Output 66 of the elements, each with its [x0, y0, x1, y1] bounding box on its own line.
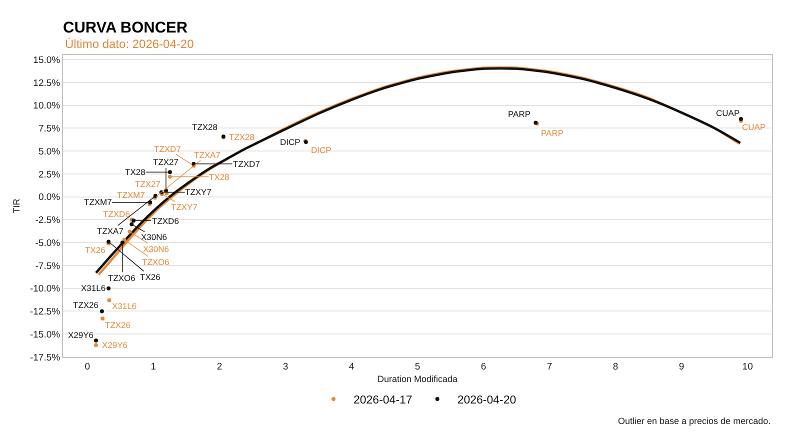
- x-tick-label: 3: [282, 361, 288, 372]
- x-tick-label: 2: [216, 361, 222, 372]
- y-tick-label: 5.0%: [38, 146, 61, 158]
- data-label: TZXY7: [185, 187, 212, 197]
- data-label: DICP: [311, 145, 332, 155]
- data-label: PARP: [541, 128, 564, 138]
- data-label: TZXD7: [233, 159, 260, 169]
- data-label: X30N6: [141, 232, 168, 242]
- legend-label: 2026-04-20: [457, 394, 516, 406]
- legend-label: 2026-04-17: [354, 394, 412, 406]
- data-label: TZXD7: [154, 144, 182, 154]
- data-label: TZXM7: [117, 190, 146, 200]
- data-label: TZX26: [105, 320, 131, 330]
- y-axis-title: TIR: [11, 198, 22, 214]
- y-tick-label: -15.0%: [30, 329, 61, 340]
- y-tick-label: -2.5%: [35, 215, 61, 226]
- data-label: X31L6: [112, 301, 137, 311]
- data-label: TX28: [125, 167, 146, 177]
- y-tick-label: 10.0%: [33, 100, 61, 112]
- x-tick-label: 10: [742, 361, 753, 372]
- data-label: TZXY7: [171, 202, 198, 212]
- data-label: TZXD6: [103, 209, 130, 219]
- x-tick-label: 7: [546, 361, 552, 372]
- data-label: CUAP: [716, 108, 740, 118]
- x-tick-label: 0: [84, 361, 90, 372]
- y-tick-label: 12.5%: [33, 78, 61, 89]
- y-tick-label: 0.0%: [38, 192, 61, 204]
- data-label: DICP: [280, 137, 301, 147]
- text: Outlier en base a precios de mercado.: [618, 416, 771, 426]
- data-label: X30N6: [143, 244, 170, 254]
- data-label: PARP: [508, 109, 531, 119]
- x-tick-label: 8: [612, 361, 618, 372]
- data-label: TX26: [85, 245, 106, 255]
- y-tick-label: -17.5%: [30, 352, 61, 364]
- data-label: TZX27: [135, 179, 161, 189]
- y-tick-label: 15.0%: [33, 54, 61, 66]
- x-tick-label: 4: [348, 361, 354, 372]
- data-label: TX28: [209, 172, 230, 182]
- data-label: TZX27: [153, 157, 179, 167]
- data-label: TZXM7: [84, 197, 112, 207]
- y-tick-label: -12.5%: [30, 306, 61, 318]
- data-label: TX26: [140, 272, 161, 282]
- data-label: X31L6: [81, 283, 106, 293]
- data-label: TZXA7: [97, 226, 124, 236]
- data-label: TZX26: [73, 300, 99, 310]
- x-tick-label: 6: [480, 361, 486, 372]
- y-tick-label: -7.5%: [35, 260, 61, 272]
- data-label: TZX28: [192, 122, 218, 132]
- y-tick-label: -10.0%: [30, 284, 61, 295]
- data-label: TZX28: [229, 132, 255, 142]
- data-label: X29Y6: [102, 340, 128, 350]
- x-tick-label: 9: [678, 361, 684, 372]
- x-tick-label: 5: [414, 361, 420, 372]
- chart-subtitle: Último dato: 2026-04-20: [65, 37, 194, 51]
- y-tick-label: 2.5%: [38, 169, 61, 180]
- x-axis-title: Duration Modificada: [377, 374, 458, 384]
- y-tick-label: -5.0%: [35, 238, 61, 249]
- x-tick-label: 1: [150, 361, 156, 372]
- chart-title: CURVA BONCER: [63, 19, 188, 36]
- data-label: TZXO6: [108, 273, 136, 283]
- data-label: CUAP: [742, 122, 766, 132]
- data-label: TZXA7: [194, 150, 221, 160]
- data-label: TZXD6: [152, 216, 180, 226]
- data-label: X29Y6: [68, 330, 94, 340]
- data-label: TZXO6: [142, 257, 170, 267]
- y-tick-label: 7.5%: [38, 124, 61, 135]
